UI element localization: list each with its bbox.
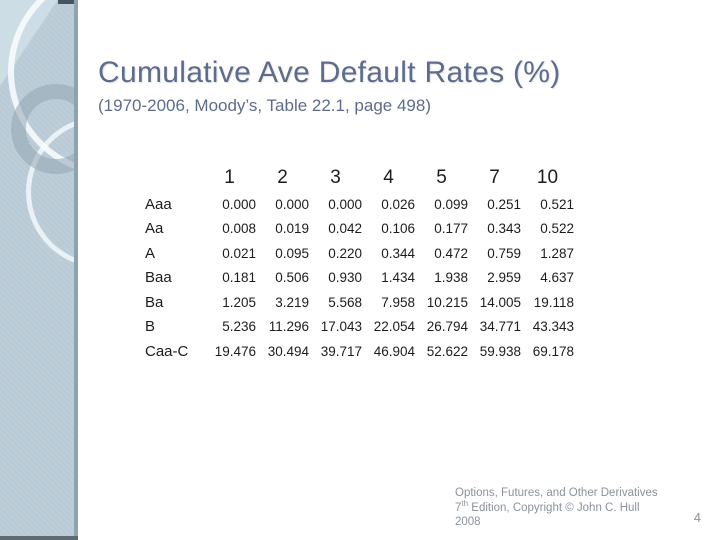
table-body: Aaa 0.000 0.000 0.000 0.026 0.099 0.251 0.521 Aa… — [145, 192, 574, 364]
rate-cell: 1.434 — [381, 270, 415, 286]
rating-label: Baa — [145, 269, 172, 287]
rate-cell: 0.343 — [487, 221, 521, 237]
rate-cell: 4.637 — [540, 270, 574, 286]
year-column-header: 2 — [277, 167, 288, 188]
slide-footer: Options, Futures, and Other Derivatives … — [455, 486, 658, 530]
rate-cell: 0.000 — [222, 196, 256, 212]
slide-title: Cumulative Ave Default Rates (%) — [98, 56, 561, 89]
corner-cell — [145, 162, 203, 192]
table-row: A 0.021 0.095 0.220 0.344 0.472 0.759 1.287 — [145, 241, 574, 266]
default-rates-table: 1 2 3 4 5 7 10 Aaa 0.000 0.000 0.000 0.026 0.099 0.2… — [145, 162, 574, 364]
rate-cell: 0.106 — [381, 221, 415, 237]
rating-label: Ba — [145, 293, 164, 311]
rate-cell: 2.959 — [487, 270, 521, 286]
rate-cell: 0.472 — [434, 245, 468, 261]
rate-cell: 0.759 — [487, 245, 521, 261]
rate-cell: 11.296 — [268, 319, 309, 335]
band-top-notch — [58, 0, 74, 4]
rate-cell: 0.026 — [381, 196, 415, 212]
table-row: B 5.236 11.296 17.043 22.054 26.794 34.771 43.3… — [145, 315, 574, 340]
rate-cell: 10.215 — [426, 294, 468, 310]
rate-cell: 59.938 — [479, 343, 521, 359]
footer-line-2: 7th Edition, Copyright © John C. Hull — [455, 498, 658, 516]
rate-cell: 0.251 — [487, 196, 521, 212]
year-column-header: 5 — [436, 167, 447, 188]
rate-cell: 1.287 — [540, 245, 574, 261]
band-bottom-edge — [0, 536, 78, 540]
rate-cell: 0.522 — [540, 221, 574, 237]
rate-cell: 34.771 — [479, 319, 521, 335]
footer-line-3: 2008 — [455, 516, 481, 528]
rate-cell: 17.043 — [320, 319, 362, 335]
rate-cell: 5.568 — [328, 294, 362, 310]
rate-cell: 43.343 — [532, 319, 574, 335]
year-column-header: 4 — [383, 167, 394, 188]
rate-cell: 1.938 — [434, 270, 468, 286]
table-row: Caa-C 19.476 30.494 39.717 46.904 52.622 59.93… — [145, 339, 574, 364]
rate-cell: 0.019 — [275, 221, 309, 237]
year-column-header: 10 — [536, 167, 559, 188]
decorative-band — [0, 0, 78, 540]
rate-cell: 0.008 — [222, 221, 256, 237]
rate-cell: 0.042 — [328, 221, 362, 237]
year-column-header: 7 — [489, 167, 500, 188]
rate-cell: 0.000 — [275, 196, 309, 212]
rating-label: Caa-C — [145, 342, 189, 360]
rating-label: A — [145, 244, 156, 262]
rate-cell: 0.506 — [275, 270, 309, 286]
footer-edition-number: 7 — [455, 501, 462, 514]
table-row: Aa 0.008 0.019 0.042 0.106 0.177 0.343 0.522 — [145, 217, 574, 242]
rate-cell: 46.904 — [373, 343, 415, 359]
rate-cell: 0.099 — [434, 196, 468, 212]
rate-cell: 3.219 — [275, 294, 309, 310]
rating-label: Aaa — [145, 195, 172, 213]
rate-cell: 22.054 — [373, 319, 415, 335]
rating-label: B — [145, 318, 156, 336]
rate-cell: 30.494 — [267, 343, 309, 359]
rate-cell: 0.000 — [328, 196, 362, 212]
rate-cell: 7.958 — [381, 294, 415, 310]
rate-cell: 0.181 — [222, 270, 256, 286]
rate-cell: 0.930 — [328, 270, 362, 286]
rate-cell: 0.220 — [328, 245, 362, 261]
table-row: Ba 1.205 3.219 5.568 7.958 10.215 14.005 19.118 — [145, 290, 574, 315]
table-row: Aaa 0.000 0.000 0.000 0.026 0.099 0.251 0.521 — [145, 192, 574, 217]
table-row: Baa 0.181 0.506 0.930 1.434 1.938 2.959 4.637 — [145, 266, 574, 291]
rate-cell: 5.236 — [222, 319, 256, 335]
rate-cell: 0.177 — [434, 221, 468, 237]
footer-ordinal-suffix: th — [461, 498, 469, 508]
rate-cell: 0.521 — [540, 196, 574, 212]
rate-cell: 1.205 — [222, 294, 256, 310]
rate-cell: 0.344 — [381, 245, 415, 261]
year-column-header: 3 — [330, 167, 341, 188]
rate-cell: 52.622 — [426, 343, 468, 359]
rating-label: Aa — [145, 220, 164, 238]
table-header-row: 1 2 3 4 5 7 10 — [145, 162, 574, 192]
rate-cell: 14.005 — [479, 294, 521, 310]
rate-cell: 0.021 — [222, 245, 256, 261]
rate-cell: 69.178 — [532, 343, 574, 359]
rate-cell: 0.095 — [275, 245, 309, 261]
band-right-edge — [74, 0, 78, 540]
slide-subtitle: (1970-2006, Moody’s, Table 22.1, page 49… — [98, 96, 432, 115]
footer-line-1: Options, Futures, and Other Derivatives — [455, 487, 658, 499]
rate-cell: 19.476 — [214, 343, 256, 359]
rate-cell: 39.717 — [320, 343, 362, 359]
rate-cell: 26.794 — [426, 319, 468, 335]
page-number: 4 — [693, 510, 701, 525]
year-column-header: 1 — [224, 167, 235, 188]
rate-cell: 19.118 — [533, 294, 574, 310]
footer-copyright-text: Edition, Copyright © John C. Hull — [468, 501, 640, 514]
